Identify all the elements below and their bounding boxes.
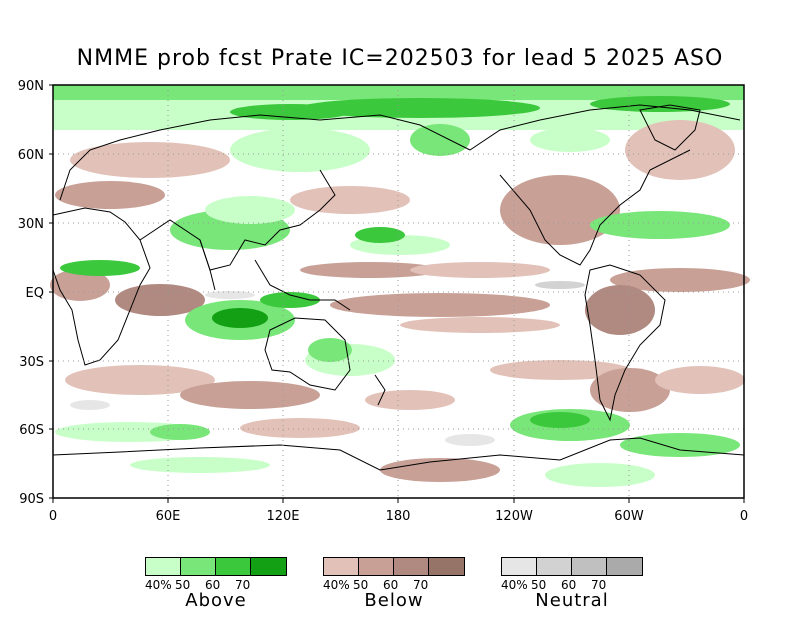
legend-swatch (537, 558, 572, 575)
legend-tick: 60 (205, 578, 221, 592)
x-tick-label: 0 (49, 509, 57, 524)
legend-swatch (572, 558, 607, 575)
y-tick-label: EQ (26, 286, 44, 301)
legend-tick: 70 (235, 578, 251, 592)
legend-swatch (181, 558, 216, 575)
legend-swatch (216, 558, 251, 575)
y-tick-label: 60N (18, 148, 44, 163)
x-tick-label: 60W (614, 509, 644, 524)
coastlines (52, 104, 745, 471)
x-tick-label: 180 (386, 509, 411, 524)
legend-tick: 70 (591, 578, 607, 592)
legend-below: 40% 50 60 70 Below (323, 557, 465, 611)
legend-swatch (502, 558, 537, 575)
legend-tick: 60 (561, 578, 577, 592)
legend-tick: 40% (323, 578, 350, 592)
x-tick-label: 120W (495, 509, 533, 524)
x-axis (52, 498, 745, 503)
legend-above: 40% 50 60 70 Above (145, 557, 287, 611)
legend-neutral: 40% 50 60 70 Neutral (501, 557, 643, 611)
legend-swatch (324, 558, 359, 575)
legend-above-label: Above (185, 590, 247, 611)
x-tick-label: 120E (266, 509, 299, 524)
legend-tick: 70 (413, 578, 429, 592)
legend-tick: 50 (353, 578, 369, 592)
map-title: NMME prob fcst Prate IC=202503 for lead … (76, 46, 724, 71)
legend-tick: 50 (175, 578, 191, 592)
y-tick-label: 30S (19, 355, 44, 370)
y-axis (49, 84, 53, 499)
y-tick-label: 30N (18, 217, 44, 232)
legend-neutral-swatches (501, 557, 643, 576)
legend-swatch (429, 558, 464, 575)
x-tick-label: 60E (156, 509, 181, 524)
legend-swatch (607, 558, 642, 575)
y-tick-label: 90N (18, 79, 44, 94)
legend-below-label: Below (364, 590, 424, 611)
legend-swatch (359, 558, 394, 575)
legend-tick: 40% (145, 578, 172, 592)
legend-swatch (394, 558, 429, 575)
legend-swatch (251, 558, 286, 575)
legend-above-swatches (145, 557, 287, 576)
legend-tick: 50 (531, 578, 547, 592)
x-tick-label: 0 (740, 509, 748, 524)
graticule (53, 85, 744, 498)
legend-neutral-label: Neutral (535, 590, 609, 611)
legend-below-swatches (323, 557, 465, 576)
legend-tick: 40% (501, 578, 528, 592)
y-tick-label: 90S (19, 492, 44, 507)
y-tick-label: 60S (19, 423, 44, 438)
legend-tick: 60 (383, 578, 399, 592)
legend-swatch (146, 558, 181, 575)
